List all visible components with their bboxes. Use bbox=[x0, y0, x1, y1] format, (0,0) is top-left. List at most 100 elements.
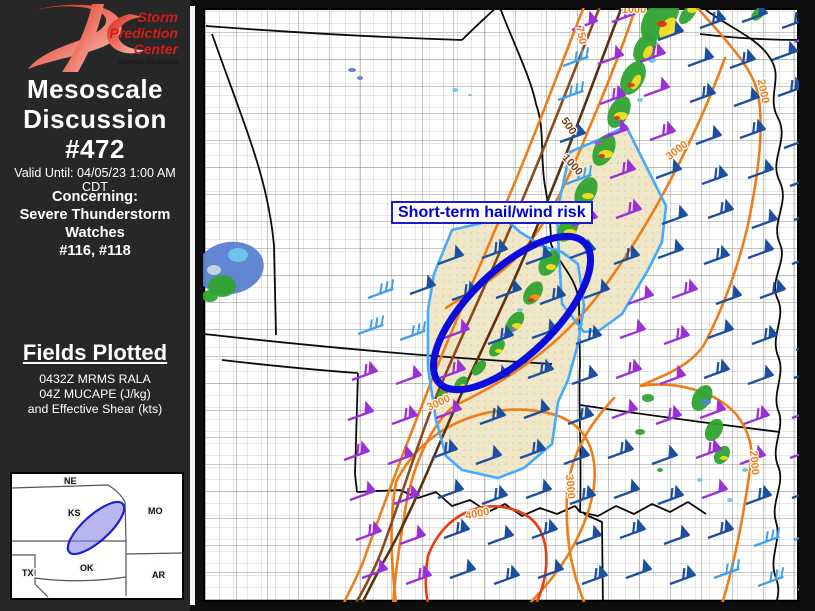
wind-barb bbox=[795, 339, 799, 352]
inset-state-line bbox=[125, 552, 183, 555]
barb-flag bbox=[622, 161, 626, 174]
wind-barb bbox=[599, 84, 627, 106]
wind-barb bbox=[627, 284, 655, 306]
barb-flag bbox=[716, 361, 720, 374]
mucape-contour bbox=[565, 396, 616, 602]
barb-pennant bbox=[636, 518, 647, 533]
wind-barb bbox=[753, 527, 781, 548]
wind-barb bbox=[701, 478, 729, 500]
state-boundary bbox=[578, 363, 582, 513]
wind-barb bbox=[663, 324, 691, 346]
barb-pennant bbox=[542, 478, 553, 493]
wind-barb bbox=[575, 324, 603, 346]
wind-barb bbox=[733, 86, 761, 108]
watch-area-fill bbox=[428, 218, 584, 478]
wind-barb bbox=[565, 165, 593, 186]
barb-flag bbox=[494, 241, 498, 254]
barb-pennant bbox=[686, 564, 697, 579]
barb-pennant bbox=[672, 404, 683, 419]
wind-barb bbox=[361, 558, 389, 580]
barb-pennant bbox=[496, 404, 507, 419]
mucape-contour bbox=[424, 505, 548, 602]
wind-barb bbox=[487, 324, 515, 346]
wind-barb bbox=[567, 404, 595, 426]
wind-barb bbox=[537, 558, 565, 580]
barb-flag bbox=[620, 441, 624, 454]
barb-flag bbox=[494, 487, 498, 500]
wind-barb bbox=[793, 367, 799, 380]
wind-barb bbox=[391, 404, 419, 426]
wind-barb bbox=[707, 198, 735, 220]
barb-pennant bbox=[768, 208, 779, 223]
barb-flag bbox=[418, 567, 422, 580]
barb-pennant bbox=[614, 44, 625, 59]
barb-pennant bbox=[805, 244, 815, 257]
barb-flag bbox=[552, 287, 556, 300]
barb-pennant bbox=[666, 120, 677, 135]
wind-barb bbox=[615, 358, 643, 380]
radar-echo bbox=[471, 360, 487, 376]
logo-line2: Prediction bbox=[110, 25, 178, 41]
radar-echo bbox=[637, 98, 643, 102]
barb-staff bbox=[795, 339, 799, 352]
barb-pennant bbox=[756, 118, 767, 133]
concerning-block: Concerning: Severe Thunderstorm Watches … bbox=[0, 188, 190, 260]
radar-echo bbox=[599, 154, 605, 158]
inset-state-label: OK bbox=[80, 563, 94, 573]
barb-pennant bbox=[410, 484, 421, 499]
wind-barb bbox=[487, 524, 515, 546]
title-line2: Discussion bbox=[23, 104, 167, 134]
wind-barb bbox=[611, 398, 639, 420]
radar-echo bbox=[495, 349, 503, 353]
wind-barb bbox=[715, 284, 743, 306]
inset-state-label: KS bbox=[68, 508, 81, 518]
barb-flag bbox=[720, 201, 724, 214]
barb-flag bbox=[752, 121, 756, 134]
wind-barb bbox=[669, 564, 697, 586]
wind-barb bbox=[791, 478, 815, 500]
radar-echo bbox=[357, 76, 363, 80]
wind-barb bbox=[449, 558, 477, 580]
spc-logo: Storm Prediction Center Norman, Oklahoma bbox=[28, 4, 180, 72]
barb-pennant bbox=[805, 478, 815, 491]
wind-barb bbox=[789, 175, 799, 188]
barb-flag bbox=[764, 327, 768, 340]
barb-pennant bbox=[404, 444, 415, 459]
wind-barb bbox=[387, 444, 415, 466]
barb-pennant bbox=[807, 200, 815, 213]
state-boundary bbox=[205, 25, 463, 41]
radar-echo bbox=[643, 45, 653, 59]
barb-flag bbox=[580, 407, 584, 420]
barb-flag bbox=[668, 407, 672, 420]
barb-flag bbox=[800, 442, 808, 453]
risk-annotation: Short-term hail/wind risk bbox=[391, 201, 593, 224]
sidebar: Storm Prediction Center Norman, Oklahoma… bbox=[0, 0, 190, 611]
radar-echo bbox=[642, 394, 654, 402]
wind-barb bbox=[695, 438, 723, 460]
state-boundary bbox=[699, 33, 799, 41]
barb-pennant bbox=[712, 124, 723, 139]
barb-flag bbox=[684, 281, 688, 294]
barb-pennant bbox=[540, 398, 551, 413]
radar-echo bbox=[207, 265, 221, 275]
wind-barb bbox=[689, 82, 717, 104]
barb-pennant bbox=[619, 118, 630, 133]
wind-barb bbox=[439, 358, 467, 380]
barb-flag bbox=[588, 327, 592, 340]
radar-echo bbox=[633, 33, 657, 63]
inset-state-label: TX bbox=[22, 568, 34, 578]
barb-pennant bbox=[676, 364, 687, 379]
wind-barb bbox=[349, 480, 377, 502]
wind-barb bbox=[657, 20, 685, 42]
barb-pennant bbox=[720, 244, 731, 259]
wind-barb bbox=[747, 238, 775, 260]
mucape-contour bbox=[639, 8, 762, 602]
barb-flag bbox=[708, 441, 712, 454]
panel-divider bbox=[190, 6, 195, 605]
barb-staff bbox=[789, 175, 799, 188]
barb-flag bbox=[652, 45, 656, 58]
barb-pennant bbox=[580, 444, 591, 459]
wind-barb bbox=[713, 559, 741, 580]
mucape-contour bbox=[390, 408, 596, 602]
wind-barb bbox=[657, 238, 685, 260]
